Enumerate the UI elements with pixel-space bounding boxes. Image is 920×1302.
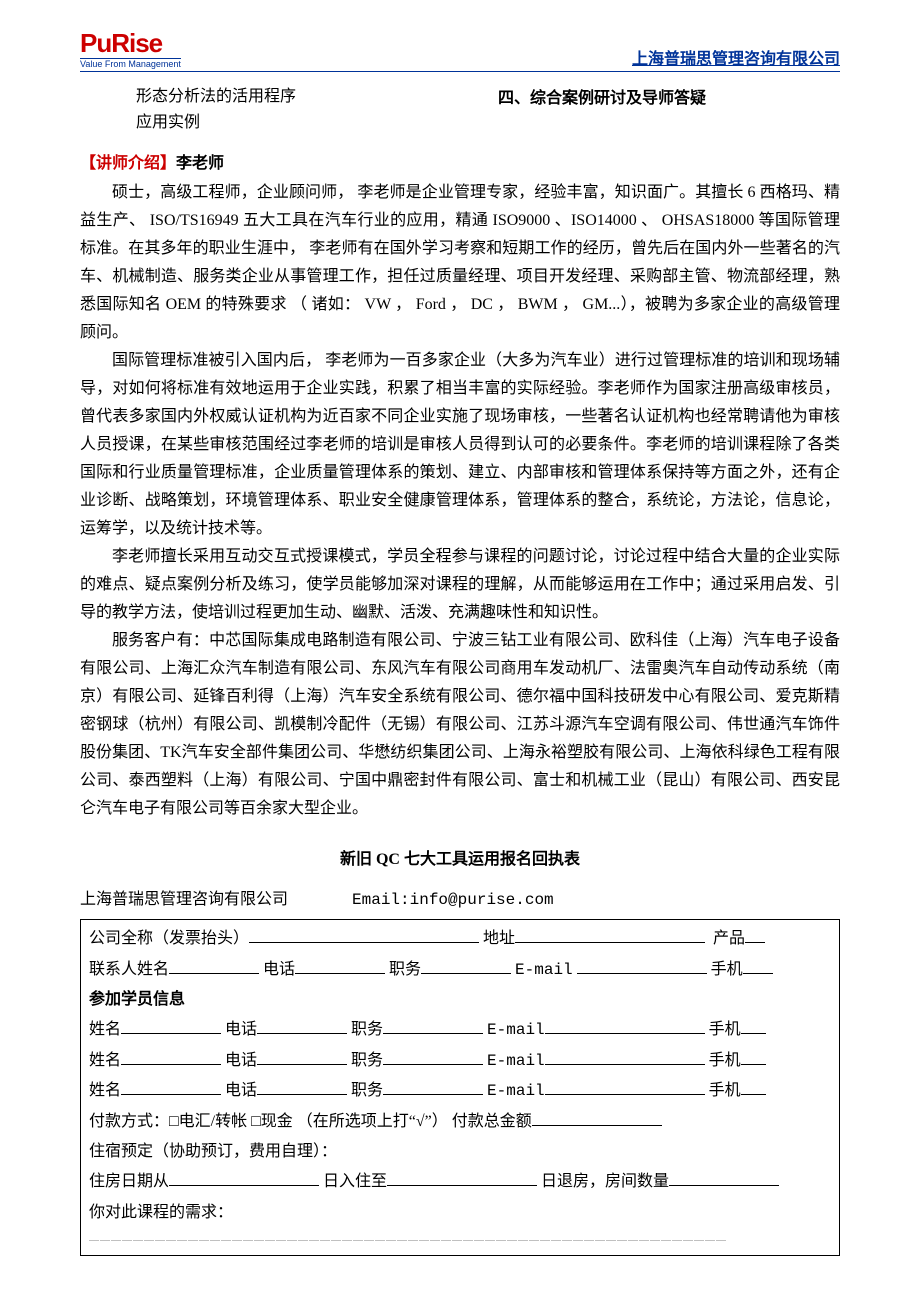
field-position-1[interactable]: [383, 1017, 483, 1034]
dotted-line: ＿＿＿＿＿＿＿＿＿＿＿＿＿＿＿＿＿＿＿＿＿＿＿＿＿＿＿＿＿＿＿＿＿＿＿＿＿＿＿＿…: [89, 1228, 831, 1247]
label-product: 产品: [713, 930, 745, 947]
label-email-3: E-mail: [487, 1082, 545, 1100]
form-company: 上海普瑞思管理咨询有限公司: [80, 891, 288, 908]
field-room-count[interactable]: [669, 1169, 779, 1186]
form-contact-line: 上海普瑞思管理咨询有限公司 Email:info@purise.com: [80, 885, 840, 909]
stay-header-row: 住宿预定（协助预订，费用自理）：: [89, 1137, 831, 1167]
form-email: Email:info@purise.com: [352, 891, 554, 909]
label-contact-name: 联系人姓名: [89, 961, 169, 978]
label-stay-to: 日入住至: [323, 1173, 387, 1190]
field-phone-1[interactable]: [257, 1017, 347, 1034]
field-phone-3[interactable]: [257, 1078, 347, 1095]
label-payment: 付款方式：□电汇/转帐 □现金 （在所选项上打“√”） 付款总金额: [89, 1113, 532, 1130]
top-content-row: 形态分析法的活用程序 应用实例 四、综合案例研讨及导师答疑: [80, 84, 840, 135]
label-mobile-3: 手机: [709, 1082, 741, 1099]
label-needs: 你对此课程的需求：: [89, 1204, 233, 1221]
field-name-3[interactable]: [121, 1078, 221, 1095]
instructor-heading: 【讲师介绍】李老师: [80, 149, 840, 173]
label-position-1: 职务: [351, 1021, 383, 1038]
field-stay-from[interactable]: [169, 1169, 319, 1186]
attendee-header: 参加学员信息: [89, 985, 831, 1015]
instructor-para-2: 国际管理标准被引入国内后， 李老师为一百多家企业（大多为汽车业）进行过管理标准的…: [80, 347, 840, 543]
label-address: 地址: [483, 930, 515, 947]
field-mobile-3[interactable]: [741, 1078, 766, 1095]
field-product[interactable]: [745, 926, 765, 943]
logo-text: PuRise: [80, 30, 181, 56]
field-payment-total[interactable]: [532, 1109, 662, 1126]
label-stay-from: 住房日期从: [89, 1173, 169, 1190]
instructor-label: 【讲师介绍】: [80, 155, 176, 172]
field-email-1[interactable]: [545, 1017, 705, 1034]
field-stay-to[interactable]: [387, 1169, 537, 1186]
field-contact-email[interactable]: [577, 957, 707, 974]
label-position: 职务: [389, 961, 421, 978]
attendee-row-1: 姓名 电话 职务 E-mail 手机: [89, 1015, 831, 1045]
top-left-line1: 形态分析法的活用程序: [136, 84, 478, 110]
field-mobile-2[interactable]: [741, 1048, 766, 1065]
label-email-2: E-mail: [487, 1052, 545, 1070]
label-company-full: 公司全称（发票抬头）: [89, 930, 249, 947]
logo-tagline: Value From Management: [80, 58, 181, 69]
logo: PuRise Value From Management: [80, 30, 181, 69]
field-name-1[interactable]: [121, 1017, 221, 1034]
form-row-company: 公司全称（发票抬头） 地址 产品: [89, 924, 831, 954]
field-phone-2[interactable]: [257, 1048, 347, 1065]
company-name-header: 上海普瑞思管理咨询有限公司: [632, 45, 840, 69]
label-mobile: 手机: [711, 961, 743, 978]
top-left-line2: 应用实例: [136, 110, 478, 136]
attendee-row-3: 姓名 电话 职务 E-mail 手机: [89, 1076, 831, 1106]
field-position-3[interactable]: [383, 1078, 483, 1095]
label-position-3: 职务: [351, 1082, 383, 1099]
instructor-para-1: 硕士，高级工程师，企业顾问师， 李老师是企业管理专家，经验丰富，知识面广。其擅长…: [80, 179, 840, 347]
label-position-2: 职务: [351, 1052, 383, 1069]
label-email-1: E-mail: [487, 1021, 545, 1039]
field-company-full[interactable]: [249, 926, 479, 943]
field-address[interactable]: [515, 926, 705, 943]
field-contact-position[interactable]: [421, 957, 511, 974]
page-header: PuRise Value From Management 上海普瑞思管理咨询有限…: [80, 30, 840, 72]
section-4-heading: 四、综合案例研讨及导师答疑: [478, 84, 840, 135]
label-name-3: 姓名: [89, 1082, 121, 1099]
label-name-1: 姓名: [89, 1021, 121, 1038]
field-position-2[interactable]: [383, 1048, 483, 1065]
field-contact-name[interactable]: [169, 957, 259, 974]
label-mobile-1: 手机: [709, 1021, 741, 1038]
label-phone-1: 电话: [225, 1021, 257, 1038]
field-contact-phone[interactable]: [295, 957, 385, 974]
registration-form: 公司全称（发票抬头） 地址 产品 联系人姓名 电话 职务 E-mail 手机 参…: [80, 919, 840, 1256]
label-phone-3: 电话: [225, 1082, 257, 1099]
instructor-para-3: 李老师擅长采用互动交互式授课模式，学员全程参与课程的问题讨论，讨论过程中结合大量…: [80, 543, 840, 627]
instructor-name: 李老师: [176, 155, 224, 172]
instructor-para-4: 服务客户有：中芯国际集成电路制造有限公司、宁波三钻工业有限公司、欧科佳（上海）汽…: [80, 627, 840, 823]
form-row-contact: 联系人姓名 电话 职务 E-mail 手机: [89, 955, 831, 985]
form-title: 新旧 QC 七大工具运用报名回执表: [80, 845, 840, 869]
stay-date-row: 住房日期从 日入住至 日退房，房间数量: [89, 1167, 831, 1197]
field-email-3[interactable]: [545, 1078, 705, 1095]
label-phone-2: 电话: [225, 1052, 257, 1069]
label-name-2: 姓名: [89, 1052, 121, 1069]
attendee-row-2: 姓名 电话 职务 E-mail 手机: [89, 1046, 831, 1076]
label-stay-end: 日退房，房间数量: [541, 1173, 669, 1190]
field-contact-mobile[interactable]: [743, 957, 773, 974]
label-email: E-mail: [515, 961, 573, 979]
label-mobile-2: 手机: [709, 1052, 741, 1069]
field-name-2[interactable]: [121, 1048, 221, 1065]
field-mobile-1[interactable]: [741, 1017, 766, 1034]
needs-row: 你对此课程的需求：: [89, 1198, 831, 1228]
label-phone: 电话: [263, 961, 295, 978]
field-email-2[interactable]: [545, 1048, 705, 1065]
payment-row: 付款方式：□电汇/转帐 □现金 （在所选项上打“√”） 付款总金额: [89, 1107, 831, 1137]
top-left-block: 形态分析法的活用程序 应用实例: [80, 84, 478, 135]
